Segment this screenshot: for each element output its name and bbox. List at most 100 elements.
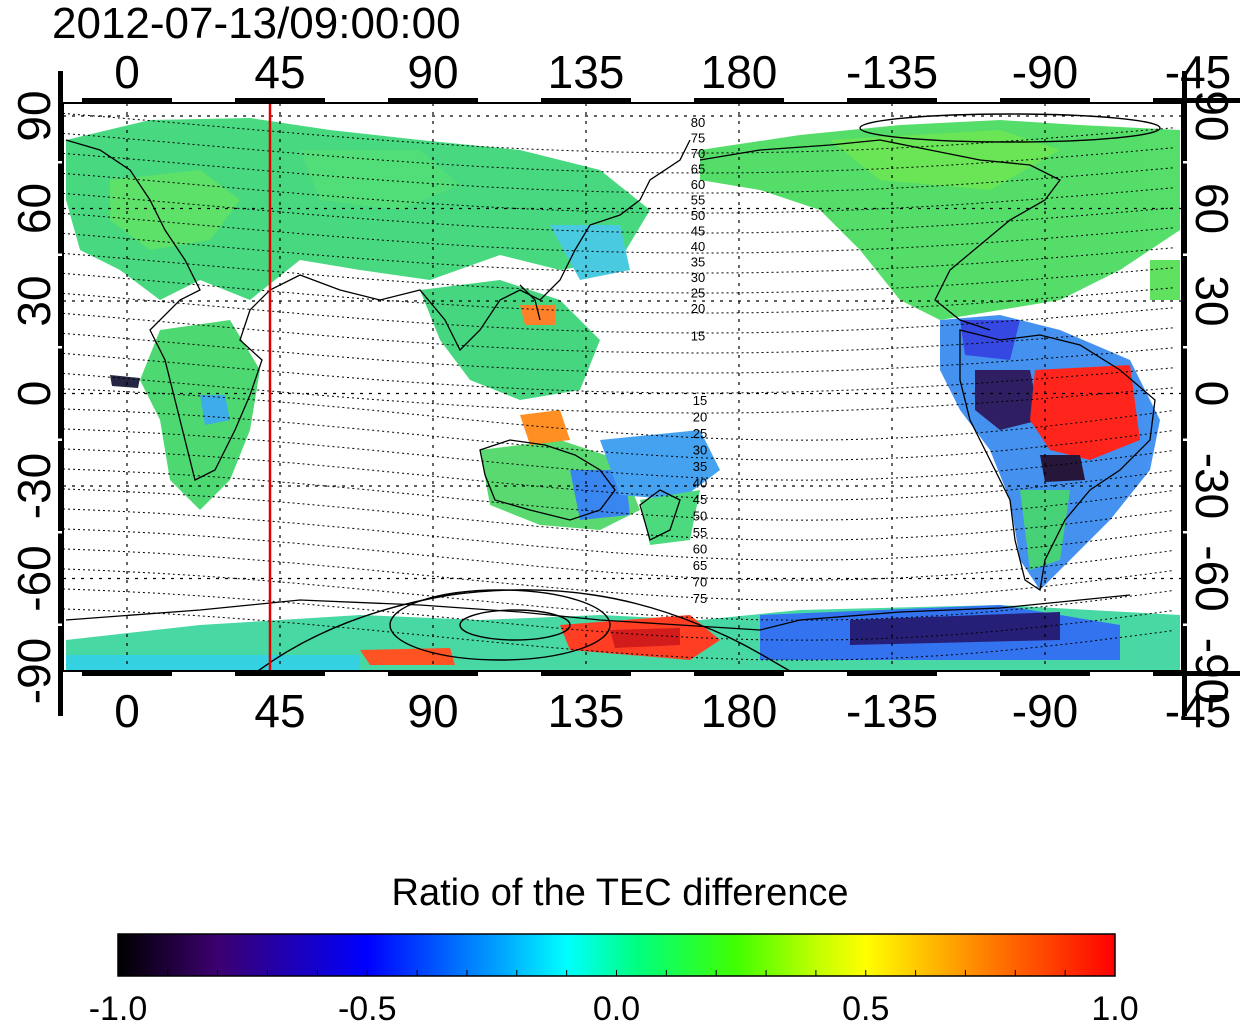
dip-equator-loops: [257, 113, 1161, 671]
frame-tick-bar-left: [58, 533, 63, 624]
contour-line: [63, 272, 1174, 314]
contour-value-label: 65: [693, 558, 707, 573]
contour-value-label: 50: [693, 509, 707, 524]
lon-tick-label-top: -90: [1012, 46, 1078, 98]
contour-value-label: 15: [691, 329, 705, 344]
contour-line: [63, 548, 1174, 601]
contour-line: [63, 448, 1174, 501]
lon-tick-label-top: 180: [701, 46, 778, 98]
colorbar-tick-label: -0.5: [337, 990, 397, 1028]
frame-tick-bar-top: [388, 98, 478, 103]
lon-tick-label-bottom: 135: [548, 685, 625, 737]
colorbar-tick-label: -1.0: [88, 990, 148, 1028]
colorbar-tick-label: 1.0: [1091, 990, 1139, 1028]
lat-tick-label-left: -90: [8, 638, 60, 704]
frame-tick-bar-left: [58, 71, 63, 161]
lon-tick-label-top: 135: [548, 46, 625, 98]
frame-tick-bar-left: [58, 441, 63, 531]
frame-tick-bar-top: [1000, 98, 1090, 103]
contour-line: [63, 312, 1174, 354]
frame-tick-bar-bottom: [847, 671, 937, 676]
contour-line: [63, 332, 1174, 374]
contour-line: [63, 488, 1174, 541]
contour-line: [63, 252, 1174, 294]
contour-line: [63, 588, 1174, 641]
contour-line: [63, 132, 1174, 174]
frame-tick-bar-top: [1153, 98, 1240, 103]
frame-tick-bar-right: [1182, 163, 1187, 254]
frame-tick-bar-bottom: [541, 671, 631, 676]
contour-value-label: 55: [693, 525, 707, 540]
lon-tick-label-bottom: 45: [254, 685, 305, 737]
contour-labels: 8075706560555045403530252015152025303540…: [691, 115, 707, 606]
coastlines: [65, 139, 1156, 631]
lat-tick-label-left: 60: [8, 183, 60, 234]
lat-tick-label-right: 30: [1186, 275, 1238, 326]
contour-value-label: 70: [693, 575, 707, 590]
frame-tick-bar-left: [58, 163, 63, 254]
colorbar-minor-ticks: [167, 970, 1066, 976]
lat-tick-label-left: -60: [8, 545, 60, 611]
contour-value-label: 35: [691, 255, 705, 270]
lat-tick-label-right: 0: [1186, 381, 1238, 407]
contour-line: [63, 152, 1174, 194]
lon-tick-label-top: -45: [1165, 46, 1231, 98]
contour-value-label: 20: [691, 301, 705, 316]
frame-tick-bar-top: [541, 98, 631, 103]
contour-value-label: 20: [693, 410, 707, 425]
frame-tick-bar-top: [235, 98, 325, 103]
contour-line: [63, 352, 1174, 394]
contour-line: [63, 408, 1174, 461]
frame-tick-bar-top: [82, 98, 172, 103]
frame-tick-bar-left: [58, 256, 63, 346]
contour-line: [63, 568, 1174, 621]
contour-value-label: 60: [693, 542, 707, 557]
contour-value-label: 80: [691, 115, 705, 130]
right-latitude-labels: 90 60 30 0 -30 -60 -90: [1186, 90, 1238, 704]
contour-value-label: 55: [691, 193, 705, 208]
frame-tick-bar-bottom: [694, 671, 784, 676]
frame-tick-marks: [58, 71, 1240, 716]
lat-tick-label-left: 30: [8, 275, 60, 326]
lat-tick-label-right: -30: [1186, 453, 1238, 519]
colorbar-tick-label: 0.0: [592, 990, 641, 1028]
frame-tick-bar-left: [58, 348, 63, 439]
left-latitude-labels: 90 60 30 0 -30 -60 -90: [8, 90, 60, 704]
frame-tick-bar-right: [1182, 71, 1187, 161]
contour-line: [63, 528, 1174, 581]
lon-tick-label-bottom: -45: [1165, 685, 1231, 737]
colorbar: [117, 933, 1116, 977]
frame-tick-bar-bottom: [388, 671, 478, 676]
contour-value-label: 25: [693, 426, 707, 441]
frame-tick-bar-bottom: [235, 671, 325, 676]
contour-value-label: 50: [691, 208, 705, 223]
contour-value-label: 45: [691, 224, 705, 239]
contour-value-label: 40: [693, 476, 707, 491]
contour-line: [63, 608, 1174, 661]
lat-tick-label-left: 0: [8, 381, 60, 407]
contour-value-label: 70: [691, 146, 705, 161]
contour-line: [63, 428, 1174, 481]
timestamp-title: 2012-07-13/09:00:00: [52, 0, 461, 48]
contour-value-label: 65: [691, 162, 705, 177]
contour-line: [63, 232, 1174, 274]
contour-line: [63, 468, 1174, 521]
frame-tick-bar-top: [847, 98, 937, 103]
top-longitude-labels: 0 45 90 135 180 -135 -90 -45: [114, 46, 1231, 98]
lon-tick-label-top: -135: [846, 46, 938, 98]
colorbar-tick-label: 0.5: [842, 990, 890, 1028]
frame-tick-bar-right: [1182, 626, 1187, 716]
lon-tick-label-top: 90: [407, 46, 458, 98]
frame-tick-bar-right: [1182, 441, 1187, 531]
lon-tick-label-bottom: -135: [846, 685, 938, 737]
lon-tick-label-top: 0: [114, 46, 140, 98]
frame-tick-bar-right: [1182, 348, 1187, 439]
contour-value-label: 15: [693, 393, 707, 408]
lat-tick-label-right: 90: [1186, 90, 1238, 141]
frame-tick-bar-bottom: [1000, 671, 1090, 676]
map-content: [63, 103, 1182, 671]
contour-line: [63, 172, 1174, 214]
contour-value-label: 45: [693, 492, 707, 507]
contour-value-label: 75: [693, 591, 707, 606]
